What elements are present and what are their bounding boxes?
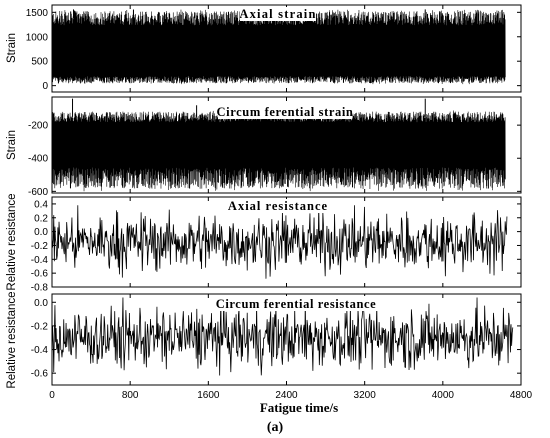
x-tick-label: 4000	[432, 390, 455, 401]
y-tick-label: -0.4	[31, 345, 49, 356]
y-tick-label: 0.2	[34, 213, 48, 224]
y-axis-label: Strain	[6, 33, 18, 63]
y-tick-label: -600	[28, 187, 48, 198]
x-tick-label: 0	[49, 390, 55, 401]
y-tick-label: -200	[28, 121, 48, 132]
series-axial-strain	[51, 9, 506, 85]
y-tick-label: -0.8	[31, 283, 49, 294]
panel-circumferential-resistance: 0.0 -0.2 -0.4 -0.6 Circum ferential resista…	[6, 291, 522, 389]
x-ticks	[51, 5, 522, 92]
panel-title: Circum ferential resistance	[216, 297, 377, 311]
series-circumferential-strain	[51, 98, 506, 192]
y-ticks: 0.4 0.2 0.0 -0.2 -0.4 -0.6 -0.8	[31, 199, 521, 294]
series-line	[51, 110, 506, 192]
panel-axial-resistance: 0.4 0.2 0.0 -0.2 -0.4 -0.6 -0.8 Axial resistan…	[6, 193, 522, 294]
y-axis-label: Relative resistance	[6, 291, 18, 388]
y-axis-label: Strain	[6, 130, 18, 160]
y-tick-label: 0.0	[34, 298, 48, 309]
y-tick-label: 0.0	[34, 227, 48, 238]
y-tick-label: -400	[28, 154, 48, 165]
series-line	[51, 9, 506, 85]
y-ticks: 0.0 -0.2 -0.4 -0.6	[31, 298, 521, 380]
x-tick-label: 4800	[510, 390, 533, 401]
y-tick-label: 1000	[26, 32, 49, 43]
y-tick-label: 0.4	[34, 199, 48, 210]
y-tick-label: 0	[42, 81, 48, 92]
title-backdrop	[218, 104, 352, 119]
title-backdrop	[240, 7, 316, 21]
x-tick-label: 2400	[275, 390, 298, 401]
y-ticks: 0 500 1000 1500	[26, 8, 521, 92]
y-tick-label: 1500	[26, 8, 49, 19]
x-tick-label: 1600	[197, 390, 220, 401]
series-line	[51, 205, 508, 279]
y-tick-label: -0.2	[31, 321, 49, 332]
x-tick-label: 3200	[354, 390, 377, 401]
y-tick-label: -0.4	[31, 255, 49, 266]
x-ticks	[51, 97, 522, 193]
panel-axial-strain: 0 500 1000 1500 Axial strain Strain	[6, 4, 522, 93]
x-axis-label: Fatigue time/s	[260, 400, 338, 415]
title-backdrop	[213, 296, 379, 311]
x-tick-label: 800	[122, 390, 139, 401]
series-axial-resistance	[51, 205, 508, 279]
y-ticks: -200 -400 -600	[28, 121, 521, 198]
y-tick-label: -0.6	[31, 369, 49, 380]
y-tick-label: -0.2	[31, 241, 49, 252]
panel-title: Axial strain	[239, 7, 316, 21]
y-tick-label: 500	[31, 57, 48, 68]
title-backdrop	[232, 199, 324, 213]
series-line	[51, 297, 514, 376]
y-axis-label: Relative resistance	[6, 193, 18, 290]
x-tick-labels: 0 800 1600 2400 3200 4000 4800	[49, 390, 532, 401]
y-tick-label: -0.6	[31, 269, 49, 280]
figure-caption: (a)	[267, 420, 284, 435]
panel-title: Axial resistance	[228, 199, 328, 213]
panel-circumferential-strain: -200 -400 -600 Circum ferential strain Str…	[6, 96, 522, 198]
series-circumferential-resistance	[51, 297, 514, 376]
panel-title: Circum ferential strain	[217, 105, 354, 119]
